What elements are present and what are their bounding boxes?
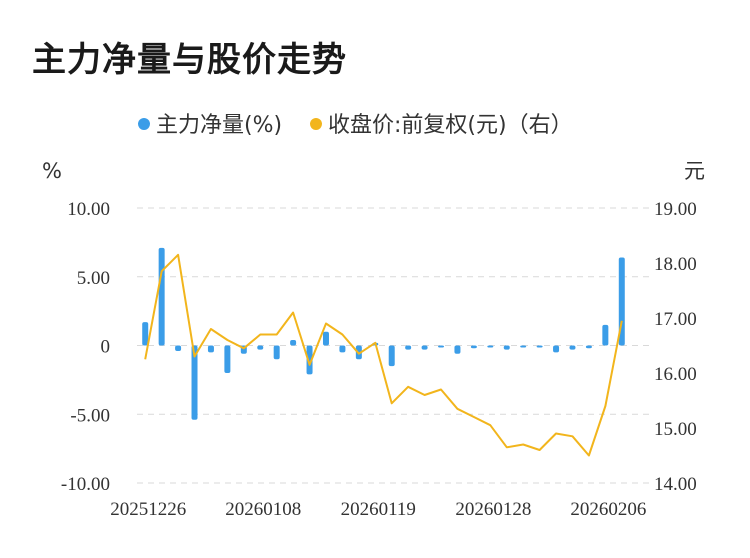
left-tick-label: 10.00: [67, 199, 110, 220]
bar: [158, 247, 165, 346]
line-series: [144, 253, 623, 457]
bar: [487, 345, 494, 348]
bar: [569, 345, 576, 350]
page-title: 主力净量与股价走势: [32, 40, 347, 80]
right-axis: 19.00 18.00 17.00 16.00 15.00 14.00: [654, 199, 697, 495]
price-line: [144, 253, 623, 457]
bar: [405, 345, 412, 350]
right-unit: 元: [684, 159, 705, 183]
bar: [388, 345, 395, 367]
right-tick-label: 19.00: [654, 199, 697, 220]
bar: [339, 345, 346, 353]
x-tick-label: 20251226: [110, 499, 186, 520]
right-tick-label: 15.00: [654, 419, 697, 440]
bar: [503, 345, 510, 350]
left-tick-label: 0: [101, 337, 111, 358]
legend-line-label: 收盘价:前复权(元)（右）: [328, 113, 573, 138]
left-axis: 10.00 5.00 0 -5.00 -10.00: [61, 199, 110, 495]
right-tick-label: 17.00: [654, 309, 697, 330]
right-tick-label: 14.00: [654, 474, 697, 495]
left-unit: %: [42, 159, 62, 183]
right-tick-label: 16.00: [654, 364, 697, 385]
bar: [142, 322, 149, 346]
bar: [273, 345, 280, 360]
x-tick-label: 20260206: [570, 499, 646, 520]
left-tick-label: 5.00: [77, 268, 110, 289]
bar: [191, 345, 198, 420]
left-tick-label: -10.00: [61, 474, 110, 495]
bar: [438, 345, 445, 348]
bar: [322, 331, 329, 346]
x-tick-label: 20260108: [225, 499, 301, 520]
bar: [454, 345, 461, 354]
legend: 主力净量(%) 收盘价:前复权(元)（右）: [138, 113, 573, 138]
x-axis: 20251226 20260108 20260119 20260128 20260206: [110, 499, 646, 520]
bar-series: [142, 247, 625, 420]
bar: [585, 345, 592, 349]
bar: [207, 345, 214, 353]
legend-bar-marker: [138, 118, 150, 130]
bar: [306, 345, 313, 375]
bar: [470, 345, 477, 349]
bar: [520, 345, 527, 348]
legend-line-marker: [310, 118, 322, 130]
bar: [224, 345, 231, 373]
bar: [257, 345, 264, 350]
bar: [175, 345, 182, 351]
legend-bar-label: 主力净量(%): [156, 113, 282, 138]
bar: [602, 324, 609, 346]
bar: [536, 345, 543, 348]
x-tick-label: 20260128: [455, 499, 531, 520]
bar: [290, 340, 297, 346]
x-tick-label: 20260119: [341, 499, 416, 520]
left-tick-label: -5.00: [70, 405, 110, 426]
bar: [553, 345, 560, 353]
grid-lines: [137, 207, 650, 484]
right-tick-label: 18.00: [654, 254, 697, 275]
bar: [421, 345, 428, 350]
